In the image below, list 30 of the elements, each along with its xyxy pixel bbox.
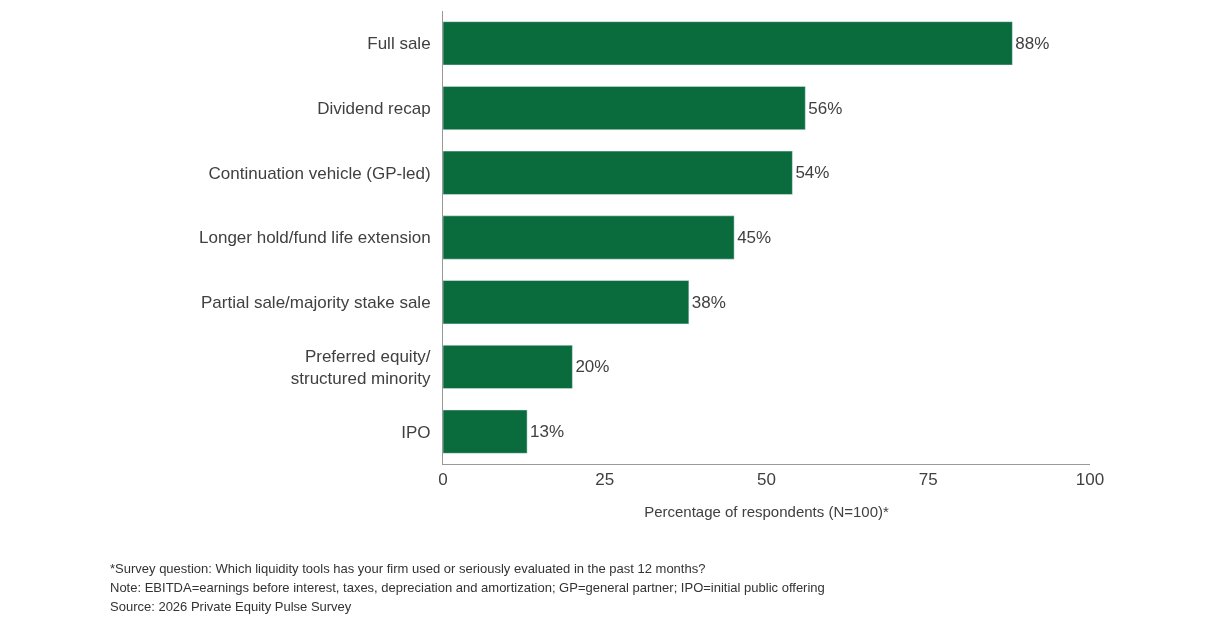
bar — [443, 280, 690, 325]
data-label: 56% — [808, 98, 843, 118]
data-label: 54% — [795, 163, 830, 183]
data-label: 38% — [691, 292, 726, 312]
x-tick-label: 25 — [595, 470, 615, 490]
y-tick-label: Preferred equity/ structured minority — [290, 346, 432, 388]
data-label: 88% — [1015, 33, 1050, 53]
text: *Survey question: Which liquidity tools has your firm used or seriously evaluated in the past 12 months? — [110, 561, 706, 576]
y-tick-label: Continuation vehicle (GP-led) — [208, 163, 431, 183]
data-label: 13% — [530, 422, 565, 442]
y-tick-label: IPO — [401, 422, 431, 442]
source-note: Source: 2026 Private Equity Pulse Survey — [110, 599, 352, 614]
data-label: 45% — [737, 228, 772, 247]
x-tick-label: 100 — [1075, 470, 1105, 490]
x-tick-label: 75 — [918, 470, 938, 490]
bar — [443, 21, 1013, 66]
x-tick-label: 0 — [438, 470, 448, 490]
y-tick-label: Longer hold/fund life extension — [199, 228, 431, 248]
y-tick-label: Full sale — [367, 34, 431, 54]
data-label: 20% — [575, 357, 610, 377]
x-axis-title: Percentage of respondents (N=100)* — [644, 503, 890, 521]
y-tick-label: Partial sale/majority stake sale — [201, 293, 431, 313]
bar — [443, 409, 528, 454]
bar — [443, 86, 806, 130]
bar — [443, 345, 573, 389]
text: Note: EBITDA=earnings before interest, taxes, depreciation and amortization; GP=general partner; IPO=initial public offering — [110, 580, 825, 595]
bar — [443, 215, 735, 260]
bar — [443, 150, 793, 195]
y-tick-label: Dividend recap — [317, 99, 431, 119]
x-tick-label: 50 — [757, 470, 776, 490]
